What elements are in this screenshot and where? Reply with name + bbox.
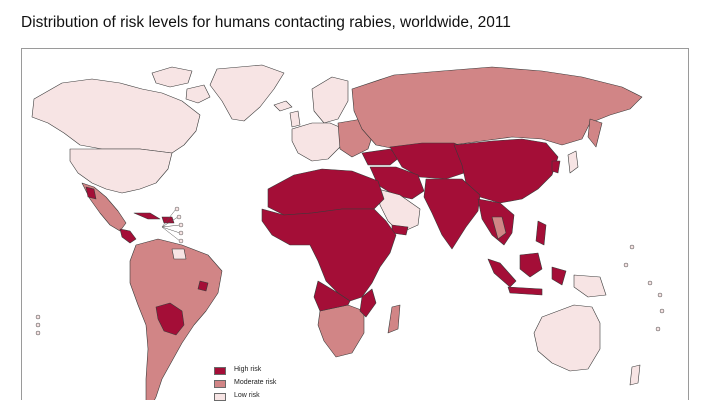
- alaska-canada: [31, 78, 201, 154]
- world-map: [31, 64, 665, 400]
- madagascar: [387, 304, 401, 334]
- sumatra: [487, 258, 517, 288]
- turkey-caucasus: [361, 148, 401, 166]
- arabian-peninsula: [377, 188, 421, 234]
- caribbean-callouts: [161, 206, 184, 244]
- south-asia: [423, 178, 481, 250]
- greenland: [209, 64, 285, 122]
- pacific-islands: [35, 244, 665, 336]
- north-africa: [267, 168, 385, 216]
- central-america: [119, 228, 137, 244]
- mozambique: [359, 288, 377, 318]
- borneo: [519, 252, 543, 278]
- legend-swatch-high: [214, 367, 226, 375]
- uk: [289, 110, 301, 128]
- southern-africa-high: [313, 280, 351, 312]
- russia: [351, 66, 643, 150]
- arctic-islands-2: [185, 84, 211, 104]
- bolivia-paraguay-high: [155, 302, 185, 336]
- legend-swatch-moderate: [214, 380, 226, 388]
- legend-label-moderate: Moderate risk: [234, 379, 277, 386]
- us-border-high-patch: [85, 186, 97, 200]
- map-title: Distribution of risk levels for humans c…: [21, 14, 511, 31]
- map-frame: [21, 48, 689, 400]
- caribbean-cuba: [133, 212, 161, 220]
- australia: [533, 304, 601, 372]
- united-states: [69, 148, 173, 194]
- arctic-islands: [151, 66, 193, 88]
- caribbean-hispaniola: [161, 216, 175, 224]
- philippines: [535, 220, 547, 246]
- brazil-ne-high: [197, 280, 209, 292]
- japan: [567, 150, 579, 174]
- korea: [551, 160, 561, 174]
- guianas: [171, 248, 187, 260]
- legend-label-low: Low risk: [234, 392, 260, 399]
- scandinavia: [311, 76, 349, 124]
- sub-saharan-africa: [261, 208, 397, 302]
- southern-africa-moderate: [317, 304, 365, 358]
- iceland: [273, 100, 293, 112]
- middle-east: [369, 166, 425, 200]
- legend-label-high: High risk: [234, 366, 262, 373]
- new-guinea: [573, 274, 607, 298]
- thailand-moderate: [491, 216, 507, 240]
- new-zealand: [629, 364, 641, 386]
- kamchatka: [587, 118, 603, 148]
- western-europe: [291, 122, 345, 162]
- java: [507, 286, 543, 296]
- sulawesi-moluccas: [551, 266, 567, 286]
